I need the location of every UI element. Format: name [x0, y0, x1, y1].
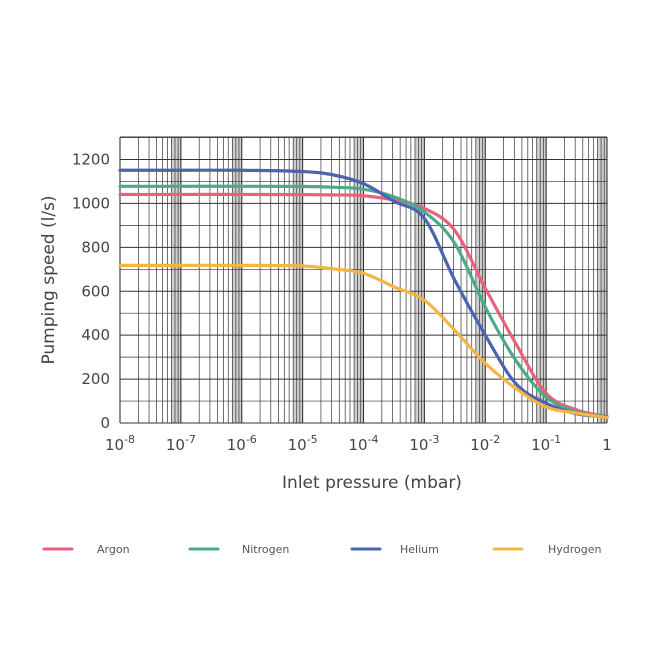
y-tick-label: 400 — [81, 326, 110, 344]
x-tick-label: 10-7 — [166, 433, 196, 454]
y-tick-label: 0 — [100, 414, 110, 432]
x-tick-label: 10-8 — [105, 433, 135, 454]
shade-band — [171, 137, 181, 423]
x-tick-label: 10-2 — [470, 433, 500, 454]
y-tick-label: 800 — [81, 238, 110, 256]
x-tick-labels: 10-8 10-7 10-6 10-5 10-4 10-3 10-2 10-1 1 — [105, 433, 612, 454]
x-tick-label: 10-5 — [288, 433, 318, 454]
legend: Argon Nitrogen Helium Hydrogen — [42, 543, 602, 556]
shade-band — [293, 137, 303, 423]
shade-band — [414, 137, 425, 423]
shade-band — [354, 137, 364, 423]
legend-label-nitrogen: Nitrogen — [242, 543, 289, 556]
grid — [119, 136, 608, 424]
legend-label-hydrogen: Hydrogen — [548, 543, 602, 556]
legend-label-argon: Argon — [97, 543, 130, 556]
y-tick-label: 1200 — [72, 151, 110, 169]
series-line-nitrogen — [118, 184, 609, 419]
series-line-hydrogen — [118, 263, 609, 420]
shade-band — [232, 137, 242, 423]
y-tick-label: 600 — [81, 282, 110, 300]
y-tick-labels: 0 200 400 600 800 1000 1200 — [72, 151, 110, 433]
x-tick-label: 10-3 — [409, 433, 439, 454]
legend-label-helium: Helium — [400, 543, 439, 556]
x-axis-label: Inlet pressure (mbar) — [282, 473, 462, 493]
x-tick-label: 10-4 — [348, 433, 378, 454]
x-tick-label: 10-6 — [227, 433, 257, 454]
x-tick-label: 10-1 — [531, 433, 561, 454]
x-tick-label: 1 — [602, 436, 612, 454]
y-axis-label: Pumping speed (l/s) — [39, 195, 59, 364]
shade-band — [536, 137, 547, 423]
series-line-helium — [118, 168, 609, 419]
shade-band — [597, 137, 607, 423]
series-lines — [118, 168, 609, 420]
y-tick-label: 1000 — [72, 194, 110, 212]
y-tick-label: 200 — [81, 370, 110, 388]
